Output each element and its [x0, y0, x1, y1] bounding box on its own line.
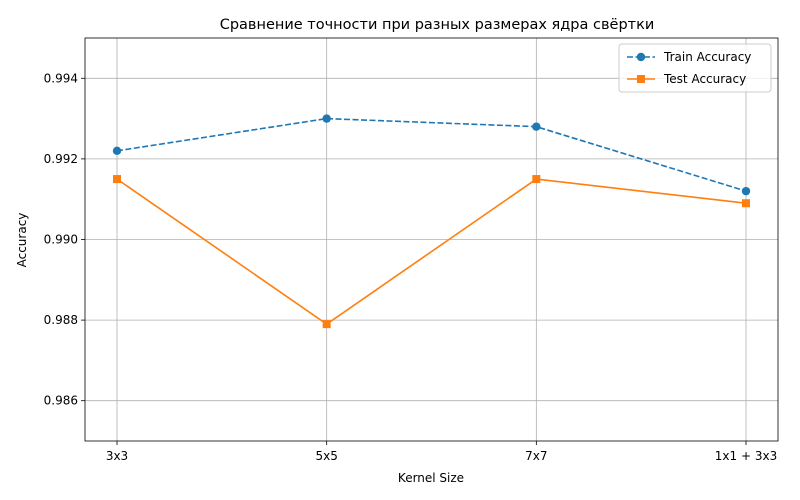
- series-layer: [112, 114, 751, 329]
- legend-entry-train-accuracy: Train Accuracy: [627, 50, 751, 64]
- ticks: 3x3 5x5 7x7 1x1 + 3x3 0.986 0.988 0.990 0.992 0.…: [44, 71, 778, 463]
- test-accuracy-point: [742, 199, 750, 208]
- y-axis-label: Accuracy: [15, 213, 29, 268]
- test-accuracy-point: [532, 175, 541, 184]
- legend-entry-test-accuracy: Test Accuracy: [627, 72, 746, 86]
- y-tick-label: 0.988: [44, 313, 78, 327]
- train-accuracy-point: [741, 186, 751, 196]
- legend-label: Test Accuracy: [663, 72, 746, 86]
- x-tick-label: 7x7: [525, 449, 547, 463]
- train-accuracy-series: [112, 114, 751, 196]
- legend-label: Train Accuracy: [663, 50, 751, 64]
- legend-marker: [636, 52, 646, 62]
- x-tick-label: 3x3: [106, 449, 128, 463]
- x-axis-label: Kernel Size: [398, 471, 464, 485]
- x-tick-label: 5x5: [315, 449, 337, 463]
- y-tick-label: 0.986: [44, 394, 78, 408]
- test-accuracy-series: [113, 175, 750, 329]
- train-accuracy-point: [532, 122, 541, 131]
- test-accuracy-point: [322, 320, 331, 329]
- train-accuracy-line: [116, 117, 747, 192]
- test-accuracy-line: [116, 178, 747, 326]
- legend-marker: [637, 75, 645, 83]
- y-tick-label: 0.994: [44, 71, 78, 85]
- chart-title: Сравнение точности при разных размерах я…: [220, 17, 655, 33]
- y-tick-label: 0.992: [44, 152, 78, 166]
- y-tick-label: 0.990: [44, 233, 78, 247]
- legend: Train Accuracy Test Accuracy: [618, 43, 772, 93]
- train-accuracy-point: [112, 146, 122, 156]
- test-accuracy-point: [113, 175, 121, 184]
- x-tick-label: 1x1 + 3x3: [715, 449, 777, 463]
- legend-box: [618, 43, 772, 93]
- train-accuracy-point: [322, 114, 331, 123]
